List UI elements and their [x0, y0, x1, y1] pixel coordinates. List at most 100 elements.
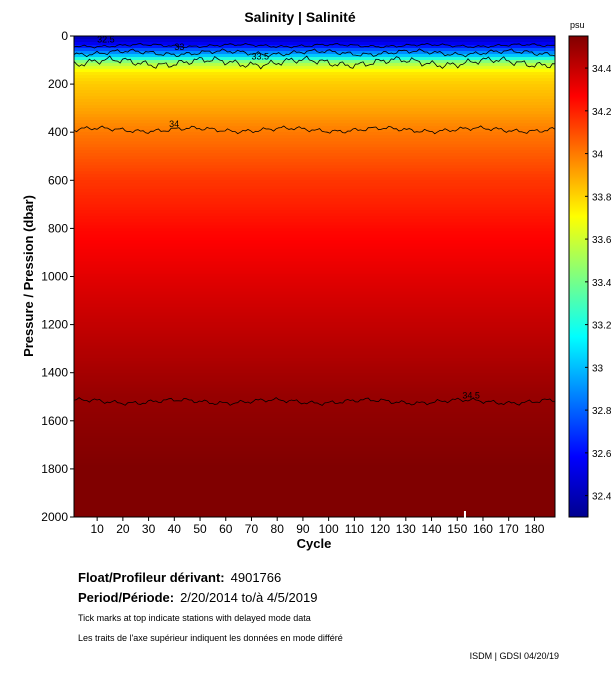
colorbar-tick-label: 33.6	[592, 235, 611, 246]
heatmap-band	[74, 402, 555, 407]
heatmap-band	[74, 270, 555, 275]
heatmap-band	[74, 180, 555, 184]
heatmap-band	[74, 252, 555, 257]
contour-label: 32.5	[97, 35, 115, 45]
heatmap-band	[74, 441, 555, 446]
heatmap-band	[74, 36, 555, 40]
heatmap-band	[74, 315, 555, 320]
heatmap-band	[74, 96, 555, 100]
note-french: Les traits de l'axe supérieur indiquent …	[78, 633, 343, 643]
heatmap-band	[74, 288, 555, 293]
heatmap-band	[74, 510, 555, 515]
x-axis-label: Cycle	[297, 536, 332, 551]
heatmap-band	[74, 306, 555, 311]
note-english: Tick marks at top indicate stations with…	[78, 613, 311, 623]
heatmap-band	[74, 375, 555, 380]
contour-lines: 32.5 33 33.5 34 34.5	[74, 35, 555, 406]
heatmap-band	[74, 177, 555, 181]
heatmap-band	[74, 465, 555, 470]
heatmap-band	[74, 249, 555, 254]
heatmap-band	[74, 246, 555, 251]
heatmap-band	[74, 48, 555, 52]
x-tick-label: 130	[396, 522, 416, 536]
x-tick-label: 20	[116, 522, 130, 536]
heatmap-band	[74, 354, 555, 359]
heatmap-band	[74, 498, 555, 503]
colorbar	[568, 35, 589, 518]
heatmap-band	[74, 192, 555, 196]
heatmap-band	[74, 474, 555, 479]
x-tick-label: 50	[193, 522, 207, 536]
heatmap-band	[74, 462, 555, 467]
heatmap-band	[74, 384, 555, 389]
heatmap-band	[74, 486, 555, 491]
delayed-mode-tick	[463, 511, 466, 518]
heatmap-band	[74, 195, 555, 199]
heatmap-band	[74, 327, 555, 332]
colorbar-tick-label: 32.6	[592, 449, 611, 460]
heatmap-band	[74, 156, 555, 160]
heatmap-band	[74, 186, 555, 190]
float-label: Float/Profileur dérivant:	[78, 570, 225, 585]
heatmap-band	[74, 90, 555, 94]
y-tick-label: 200	[48, 77, 68, 91]
heatmap-band	[74, 276, 555, 281]
heatmap-band	[74, 309, 555, 314]
heatmap-band	[74, 324, 555, 329]
heatmap-band	[74, 459, 555, 464]
x-axis: 10 20 30 40 50 60 70 80 90 100 110 120 130 140 150 160 1…	[90, 517, 545, 536]
contour-line	[74, 397, 555, 406]
heatmap-band	[74, 135, 555, 139]
colorbar-tick-label: 33.4	[592, 278, 611, 289]
heatmap-band	[74, 489, 555, 494]
heatmap-band	[74, 468, 555, 473]
y-tick-label: 1000	[41, 270, 68, 284]
heatmap-band	[74, 123, 555, 127]
heatmap-band	[74, 108, 555, 112]
contour-line	[74, 42, 555, 49]
heatmap-band	[74, 495, 555, 500]
heatmap-band	[74, 189, 555, 193]
heatmap-band	[74, 105, 555, 109]
heatmap-band	[74, 66, 555, 70]
heatmap-band	[74, 69, 555, 73]
heatmap-band	[74, 213, 555, 217]
heatmap-band	[74, 219, 555, 223]
x-tick-label: 120	[370, 522, 390, 536]
y-tick-label: 1400	[41, 366, 68, 380]
heatmap-band	[74, 330, 555, 335]
heatmap-band	[74, 381, 555, 386]
x-tick-label: 160	[473, 522, 493, 536]
x-tick-label: 70	[245, 522, 259, 536]
heatmap-band	[74, 291, 555, 296]
contour-label: 33	[174, 42, 184, 52]
heatmap-band	[74, 450, 555, 455]
heatmap-band	[74, 429, 555, 434]
x-tick-label: 170	[499, 522, 519, 536]
heatmap-band	[74, 405, 555, 410]
heatmap-band	[74, 438, 555, 443]
heatmap-band	[74, 150, 555, 154]
heatmap-band	[74, 390, 555, 395]
colorbar-tick-label: 34.4	[592, 64, 611, 75]
heatmap-band	[74, 411, 555, 416]
heatmap-band	[74, 417, 555, 422]
heatmap-band	[74, 300, 555, 305]
heatmap-band	[74, 336, 555, 341]
heatmap-band	[74, 198, 555, 202]
heatmap-band	[74, 42, 555, 46]
heatmap-band	[74, 348, 555, 353]
heatmap-band	[74, 273, 555, 278]
heatmap-band	[74, 222, 555, 226]
heatmap-band	[74, 225, 555, 229]
heatmap-band	[74, 258, 555, 263]
period-label: Period/Période:	[78, 590, 175, 605]
heatmap-band	[74, 99, 555, 103]
heatmap-band	[74, 501, 555, 506]
float-info: Float/Profileur dérivant: 4901766	[78, 570, 281, 585]
heatmap-band	[74, 75, 555, 79]
heatmap-band	[74, 357, 555, 362]
heatmap-band	[74, 39, 555, 43]
heatmap-band	[74, 447, 555, 452]
heatmap-band	[74, 255, 555, 260]
